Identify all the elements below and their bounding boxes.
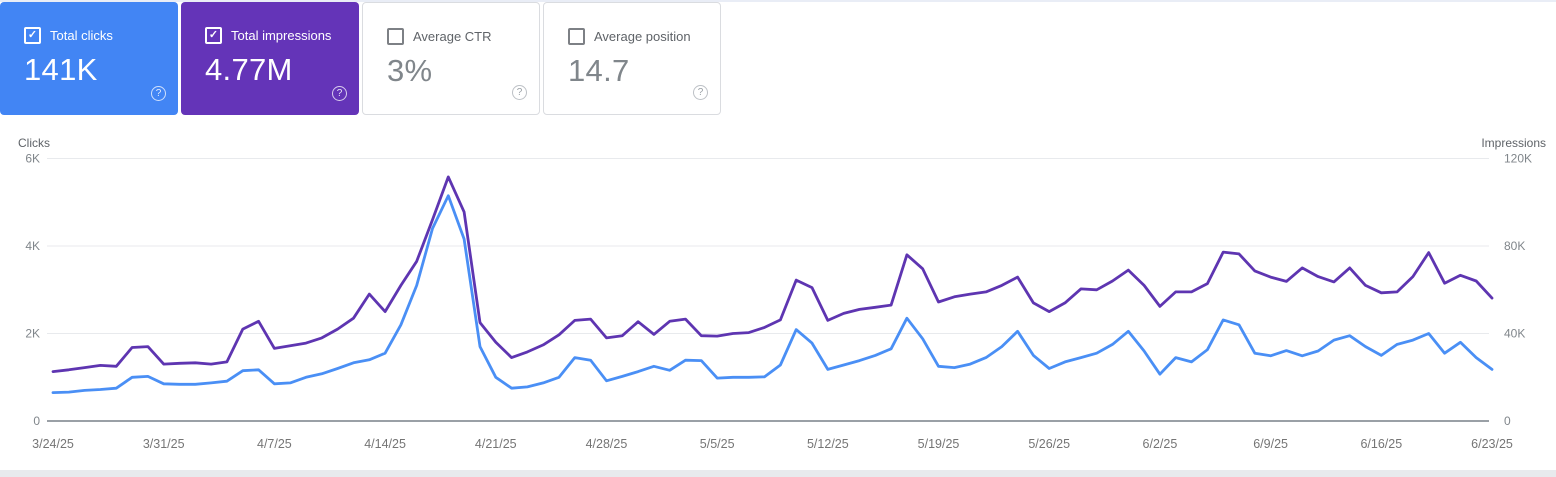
card-value: 3%: [387, 53, 433, 88]
left-axis-tick-label: 0: [33, 414, 40, 428]
card-label: Total impressions: [231, 28, 332, 43]
left-axis-tick-label: 4K: [25, 239, 40, 253]
card-header: ✓ Average CTR: [387, 28, 492, 45]
card-header: ✓ Average position: [568, 28, 691, 45]
right-axis-title: Impressions: [1481, 136, 1546, 150]
right-axis-tick-label: 40K: [1504, 327, 1525, 341]
card-label: Average CTR: [413, 29, 492, 44]
checkbox-total-impressions[interactable]: ✓: [205, 27, 222, 44]
card-value: 4.77M: [205, 52, 293, 87]
card-label: Average position: [594, 29, 691, 44]
right-axis-tick-label: 0: [1504, 414, 1511, 428]
metric-card-average-position[interactable]: ✓ Average position 14.7 ?: [543, 2, 721, 115]
right-axis-tick-label: 120K: [1504, 152, 1532, 166]
metric-card-average-ctr[interactable]: ✓ Average CTR 3% ?: [362, 2, 540, 115]
x-axis-tick-label: 4/7/25: [257, 437, 292, 451]
metric-cards-row: ✓ Total clicks 141K ? ✓ Total impression…: [0, 2, 721, 115]
x-axis-tick-label: 5/5/25: [700, 437, 735, 451]
x-axis-tick-label: 4/21/25: [475, 437, 517, 451]
total-impressions-line: [51, 175, 1494, 374]
checkmark-icon: ✓: [208, 29, 219, 41]
x-axis-tick-label: 5/19/25: [918, 437, 960, 451]
x-axis-tick-label: 5/26/25: [1028, 437, 1070, 451]
left-axis-tick-label: 2K: [25, 327, 40, 341]
top-divider: [0, 0, 1556, 2]
metric-card-total-clicks[interactable]: ✓ Total clicks 141K ?: [0, 2, 178, 115]
x-axis-tick-label: 3/31/25: [143, 437, 185, 451]
help-icon[interactable]: ?: [693, 85, 708, 100]
x-axis-tick-label: 6/23/25: [1471, 437, 1513, 451]
checkbox-total-clicks[interactable]: ✓: [24, 27, 41, 44]
help-icon[interactable]: ?: [512, 85, 527, 100]
x-axis-tick-label: 3/24/25: [32, 437, 74, 451]
card-header: ✓ Total clicks: [24, 27, 113, 44]
right-axis-tick-label: 80K: [1504, 239, 1525, 253]
card-value: 14.7: [568, 53, 630, 88]
help-icon[interactable]: ?: [151, 86, 166, 101]
checkbox-average-position[interactable]: ✓: [568, 28, 585, 45]
card-value: 141K: [24, 52, 98, 87]
total-clicks-line: [51, 194, 1494, 395]
x-axis-tick-label: 4/28/25: [586, 437, 628, 451]
bottom-divider: [0, 470, 1556, 477]
help-icon[interactable]: ?: [332, 86, 347, 101]
x-axis-tick-label: 4/14/25: [364, 437, 406, 451]
checkmark-icon: ✓: [27, 29, 38, 41]
x-axis-tick-label: 6/2/25: [1143, 437, 1178, 451]
x-axis-tick-label: 6/9/25: [1253, 437, 1288, 451]
x-axis-tick-label: 6/16/25: [1360, 437, 1402, 451]
left-axis-tick-label: 6K: [25, 152, 40, 166]
card-header: ✓ Total impressions: [205, 27, 331, 44]
card-label: Total clicks: [50, 28, 113, 43]
x-axis-tick-label: 5/12/25: [807, 437, 849, 451]
checkbox-average-ctr[interactable]: ✓: [387, 28, 404, 45]
metric-card-total-impressions[interactable]: ✓ Total impressions 4.77M ?: [181, 2, 359, 115]
left-axis-title: Clicks: [18, 136, 50, 150]
